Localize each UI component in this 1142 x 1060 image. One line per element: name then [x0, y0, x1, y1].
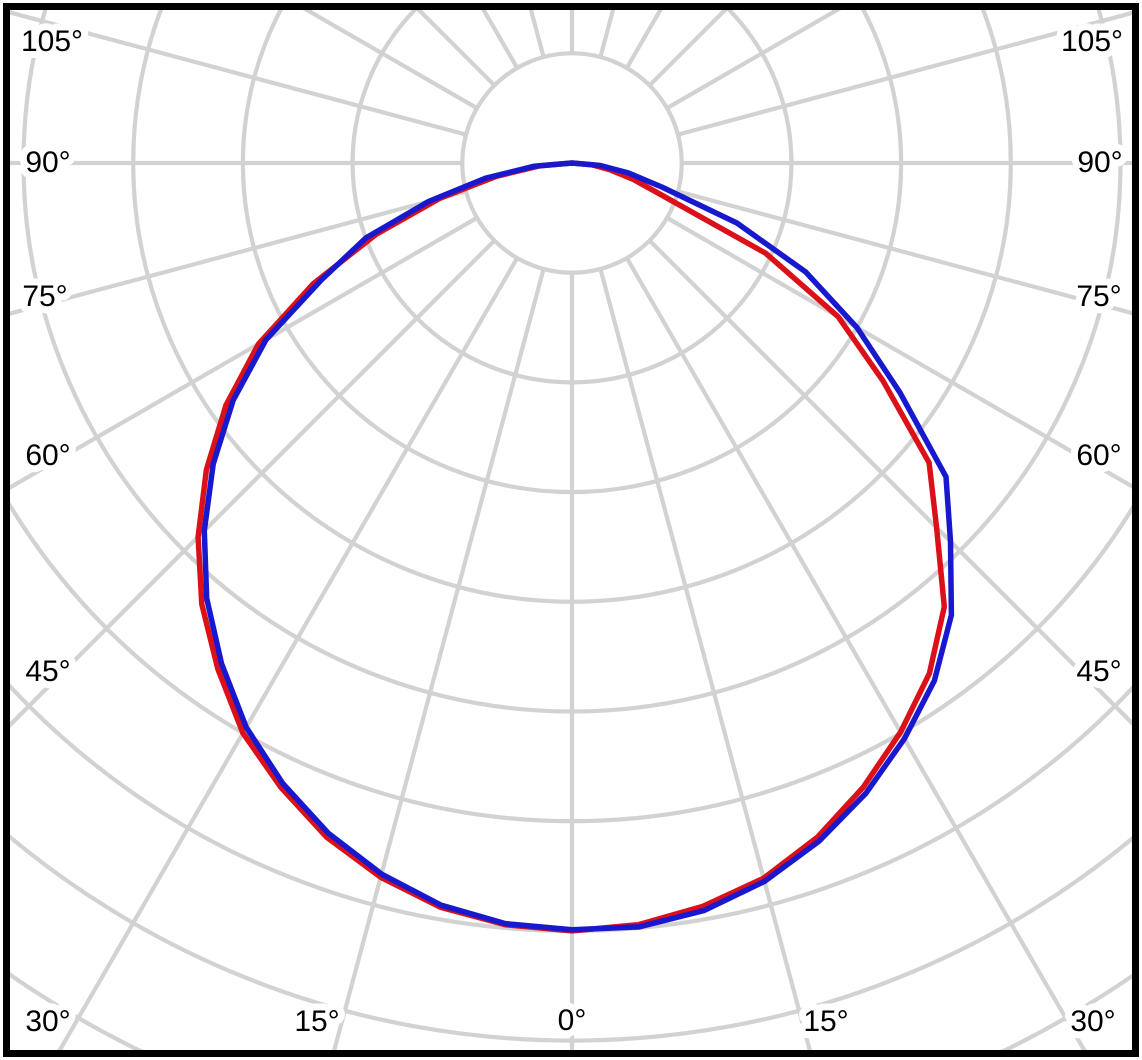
- grid-radial-line: [332, 268, 546, 1050]
- intensity-curves: [195, 160, 955, 934]
- grid-radial-line: [10, 189, 467, 316]
- angle-label-left-75deg: 75°: [22, 280, 67, 313]
- angle-label-bottom-15deg: 15°: [294, 1005, 339, 1038]
- angle-label-right-90deg: 90°: [1077, 146, 1122, 179]
- grid-radial-line: [677, 189, 1132, 316]
- angle-label-bottom-30deg: 30°: [25, 1005, 70, 1038]
- chart-frame-border: [3, 3, 1139, 1057]
- angle-label-right-45deg: 45°: [1076, 655, 1121, 688]
- grid-radial-line: [10, 239, 496, 728]
- angle-label-right-105deg: 105°: [1061, 25, 1123, 58]
- grid-radial-line: [677, 10, 1132, 137]
- grid-radial-line: [57, 257, 519, 1050]
- angle-label-bottom-15deg: 15°: [803, 1005, 848, 1038]
- grid-radial-line: [648, 239, 1132, 726]
- angle-label-right-75deg: 75°: [1076, 280, 1121, 313]
- blue-curve: [201, 160, 955, 933]
- angle-labels: 105° 90° 75° 60° 45° 105° 90° 75° 60° 45° 30° 15° 0°…: [14, 18, 1130, 1045]
- angle-label-left-90deg: 90°: [25, 146, 70, 179]
- grid-radial-line: [666, 216, 1132, 489]
- angle-label-right-60deg: 60°: [1076, 439, 1121, 472]
- grid-ring: [460, 51, 684, 275]
- grid-radial-line: [598, 268, 812, 1050]
- grid-radial-line: [10, 216, 478, 490]
- angle-label-bottom-30deg: 30°: [1070, 1005, 1115, 1038]
- grid-radial-line: [625, 257, 1087, 1050]
- angle-label-left-105deg: 105°: [21, 25, 83, 58]
- grid-radial-line: [10, 10, 467, 137]
- angle-label-bottom-0deg: 0°: [558, 1004, 587, 1037]
- angle-label-left-45deg: 45°: [25, 655, 70, 688]
- angle-label-left-60deg: 60°: [25, 439, 70, 472]
